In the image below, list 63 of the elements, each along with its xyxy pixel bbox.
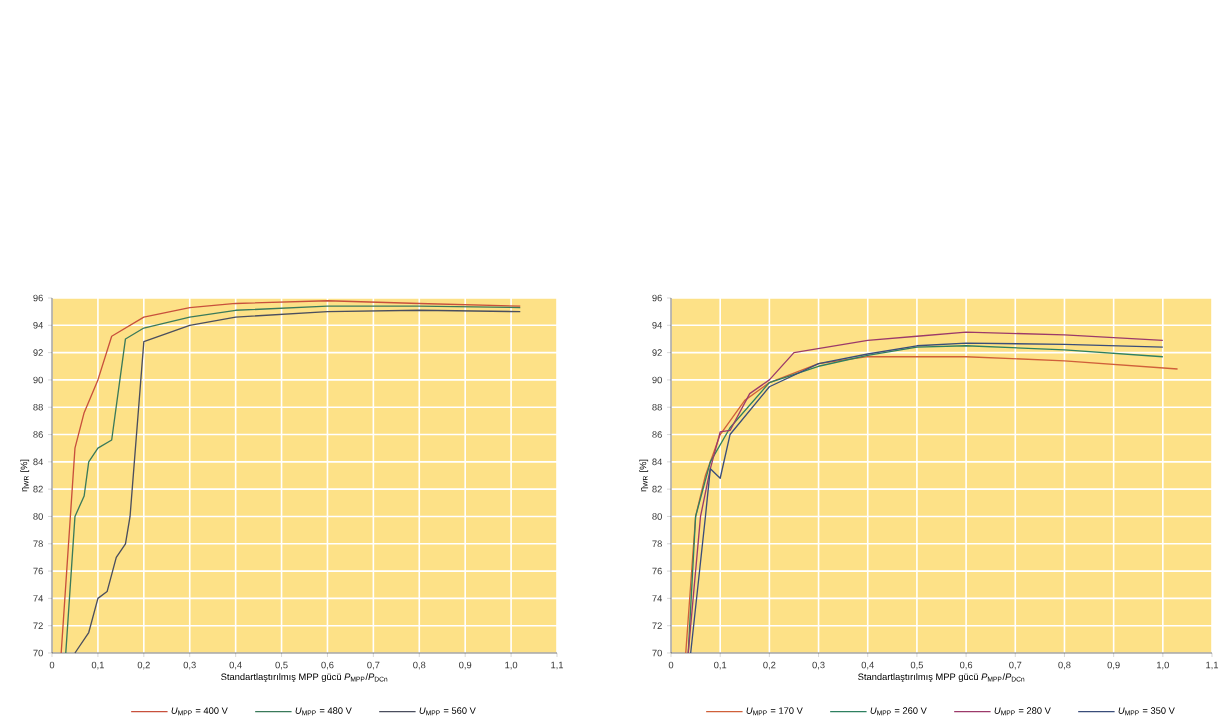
x-tick-label: 0,8 bbox=[413, 661, 426, 670]
y-tick-label: 78 bbox=[33, 540, 43, 548]
y-tick-label: 82 bbox=[652, 485, 662, 493]
y-tick-label: 90 bbox=[33, 376, 43, 384]
x-tick-label: 0,9 bbox=[459, 661, 472, 670]
y-tick-label: 80 bbox=[652, 513, 662, 520]
legend-label: U$_{MPP}$ = 480 V bbox=[295, 707, 352, 716]
x-tick-label: 0,5 bbox=[275, 661, 288, 670]
y-tick-label: 92 bbox=[652, 349, 662, 356]
legend-label: U$_{MPP}$ = 280 V bbox=[994, 707, 1051, 716]
x-tick-label: 0,7 bbox=[367, 661, 380, 670]
y-tick-label: 74 bbox=[652, 595, 663, 602]
x-tick-label: 0 bbox=[668, 661, 674, 669]
x-tick-label: 0,7 bbox=[1009, 661, 1022, 670]
x-tick-label: 0,3 bbox=[812, 661, 825, 670]
x-axis-title: Standartlaştırılmış MPP gücü P$_{MPP}$/P$_{DCn}$ bbox=[858, 673, 1025, 682]
x-tick-label: 0,6 bbox=[321, 661, 334, 670]
legend-label: U$_{MPP}$ = 350 V bbox=[1118, 707, 1175, 716]
y-tick-label: 88 bbox=[33, 403, 43, 411]
y-tick-label: 76 bbox=[33, 567, 43, 575]
x-tick-label: 0,1 bbox=[714, 661, 727, 670]
y-tick-label: 82 bbox=[33, 485, 43, 493]
legend-label: U$_{MPP}$ = 560 V bbox=[419, 707, 476, 716]
x-tick-label: 0,5 bbox=[910, 661, 923, 670]
y-tick-label: 74 bbox=[33, 595, 44, 602]
y-tick-label: 72 bbox=[33, 622, 43, 629]
x-tick-label: 1,0 bbox=[1157, 661, 1169, 670]
x-axis-title: Standartlaştırılmış MPP gücü P$_{MPP}$/P$_{DCn}$ bbox=[221, 673, 388, 682]
x-tick-label: 1,1 bbox=[551, 661, 564, 670]
x-tick-label: 0,4 bbox=[861, 661, 874, 670]
x-tick-label: 0,2 bbox=[763, 661, 776, 670]
y-tick-label: 70 bbox=[33, 649, 43, 657]
legend-label: U$_{MPP}$ = 170 V bbox=[746, 707, 803, 716]
x-tick-label: 0,2 bbox=[137, 661, 150, 670]
y-tick-label: 84 bbox=[652, 458, 663, 466]
x-tick-label: 1,0 bbox=[505, 661, 518, 670]
y-tick-label: 76 bbox=[652, 567, 662, 575]
x-tick-label: 0,9 bbox=[1107, 661, 1120, 670]
legend-label: U$_{MPP}$ = 400 V bbox=[171, 707, 228, 716]
y-axis-title: η$_{WR}$ [%] bbox=[639, 459, 649, 492]
x-tick-label: 0,4 bbox=[229, 661, 242, 670]
y-axis-title: η$_{WR}$ [%] bbox=[20, 459, 30, 492]
y-tick-label: 86 bbox=[33, 431, 43, 438]
y-tick-label: 72 bbox=[652, 622, 662, 629]
y-tick-label: 86 bbox=[652, 431, 662, 438]
y-tick-label: 78 bbox=[652, 540, 662, 548]
y-tick-label: 96 bbox=[652, 294, 662, 302]
y-tick-label: 94 bbox=[33, 322, 44, 329]
legend-label: U$_{MPP}$ = 260 V bbox=[870, 707, 927, 716]
x-tick-label: 0,1 bbox=[91, 661, 104, 670]
y-tick-label: 96 bbox=[33, 294, 43, 302]
y-tick-label: 88 bbox=[652, 403, 662, 411]
x-tick-label: 1,1 bbox=[1206, 661, 1219, 670]
x-tick-label: 0 bbox=[49, 661, 55, 669]
y-tick-label: 70 bbox=[652, 649, 662, 657]
y-tick-label: 92 bbox=[33, 349, 43, 356]
x-tick-label: 0,6 bbox=[959, 661, 973, 670]
x-tick-label: 0,8 bbox=[1058, 661, 1071, 670]
y-tick-label: 90 bbox=[652, 376, 662, 384]
x-tick-label: 0,3 bbox=[183, 661, 196, 670]
y-tick-label: 80 bbox=[33, 513, 43, 520]
y-tick-label: 84 bbox=[33, 458, 44, 466]
y-tick-label: 94 bbox=[652, 322, 663, 329]
